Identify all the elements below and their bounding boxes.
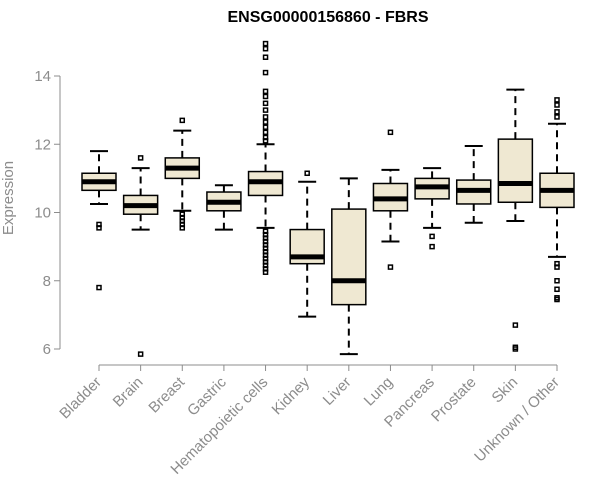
box (331, 208, 367, 306)
outlier-point (387, 264, 394, 270)
outlier-point (262, 107, 269, 113)
outlier-point (429, 233, 435, 240)
outlier-point (429, 243, 435, 250)
outlier-point (304, 170, 310, 177)
box-group (247, 40, 284, 275)
y-tick-label: 6 (43, 341, 51, 358)
outlier-point (137, 155, 144, 161)
box-group (455, 144, 492, 224)
outlier-point (262, 88, 269, 95)
y-axis-label: Expression (0, 161, 17, 235)
outlier-point (262, 138, 269, 144)
outlier-point (96, 225, 102, 231)
chart-title: ENSG00000156860 - FBRS (228, 9, 429, 26)
outlier-point (554, 114, 560, 120)
outlier-point (512, 346, 519, 352)
y-tick-label: 8 (43, 273, 51, 290)
outlier-point (262, 129, 269, 136)
outlier-point (262, 93, 269, 100)
x-tick-label: Brain (110, 374, 147, 411)
box-group (331, 177, 367, 356)
outlier-point (262, 124, 269, 130)
box-group (81, 150, 117, 291)
outlier-point (262, 100, 269, 107)
outlier-point (554, 102, 560, 108)
x-tick-label: Liver (320, 374, 355, 409)
outlier-point (137, 351, 144, 357)
x-tick-label: Bladder (56, 374, 105, 423)
outlier-point (262, 45, 269, 52)
outlier-point (262, 69, 269, 76)
box-group (122, 155, 159, 357)
outlier-point (554, 109, 560, 115)
plot-area (81, 40, 575, 357)
outlier-point (179, 117, 186, 124)
outlier-point (262, 269, 269, 275)
y-tick-label: 10 (34, 205, 51, 222)
box-group (206, 184, 242, 231)
x-tick-label: Prostate (428, 374, 480, 426)
x-tick-label: Breast (145, 373, 188, 416)
outlier-point (96, 284, 102, 291)
box (497, 138, 534, 204)
x-tick-label: Kidney (269, 373, 314, 418)
box-group (539, 97, 575, 303)
box-group (414, 167, 450, 250)
outlier-point (179, 225, 186, 231)
box-group (289, 170, 325, 318)
x-tick-label: Lung (361, 374, 397, 410)
outlier-point (262, 114, 269, 120)
outlier-point (512, 322, 519, 328)
outlier-point (554, 286, 560, 293)
y-tick-label: 14 (34, 68, 51, 85)
y-axis: 6 8 10 12 14 (34, 68, 61, 358)
box-group (372, 129, 409, 270)
outlier-point (554, 97, 560, 103)
outlier-point (554, 278, 560, 284)
y-tick-label: 12 (34, 136, 51, 153)
outlier-point (554, 296, 560, 303)
outlier-point (262, 40, 269, 47)
outlier-point (262, 54, 269, 60)
outlier-point (554, 264, 560, 270)
outlier-point (387, 129, 394, 136)
outlier-point (262, 119, 269, 125)
box-group (164, 117, 201, 231)
box-group (497, 88, 534, 352)
x-tick-label: Skin (489, 374, 522, 407)
